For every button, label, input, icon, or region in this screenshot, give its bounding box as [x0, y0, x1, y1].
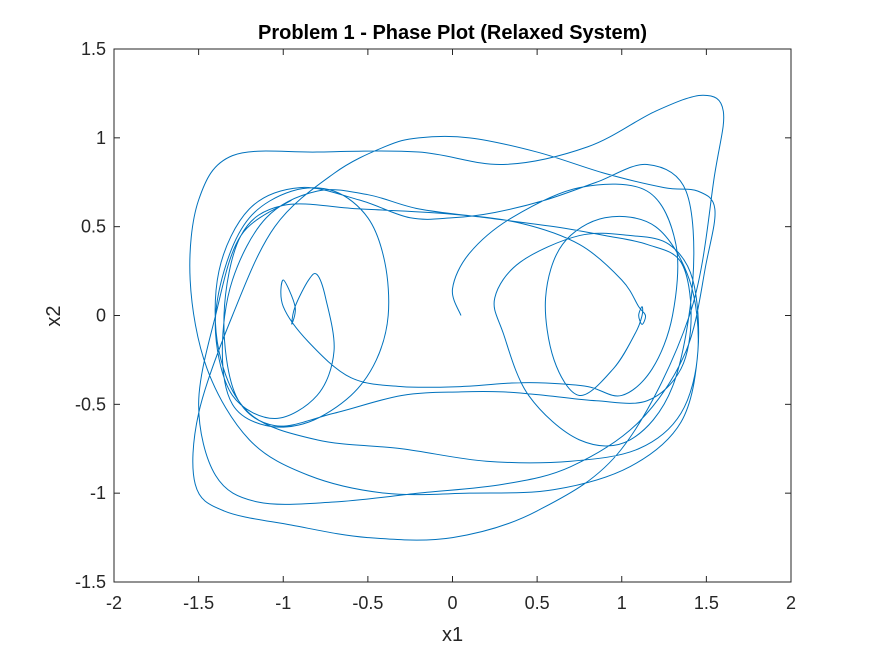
- y-tick-label: 0: [96, 306, 106, 326]
- x-tick-label: 0: [447, 593, 457, 613]
- x-tick-label: -2: [106, 593, 122, 613]
- plot-area: [114, 49, 791, 582]
- phase-trajectory-line: [189, 94, 725, 541]
- y-tick-label: -0.5: [75, 394, 106, 414]
- x-ticks: -2 -1.5 -1 -0.5 0 0.5 1 1.5 2: [106, 49, 796, 613]
- x-tick-label: 1.5: [694, 593, 719, 613]
- x-tick-label: -0.5: [352, 593, 383, 613]
- y-tick-label: 1: [96, 128, 106, 148]
- data-layer: [189, 94, 725, 541]
- y-axis-label: x2: [43, 305, 65, 326]
- y-tick-label: -1: [90, 483, 106, 503]
- x-tick-label: 0.5: [525, 593, 550, 613]
- y-tick-label: -1.5: [75, 572, 106, 592]
- y-tick-label: 0.5: [81, 217, 106, 237]
- x-tick-label: 1: [617, 593, 627, 613]
- y-tick-label: 1.5: [81, 39, 106, 59]
- x-tick-label: 2: [786, 593, 796, 613]
- x-axis-label: x1: [442, 624, 463, 646]
- x-tick-label: -1.5: [183, 593, 214, 613]
- x-tick-label: -1: [275, 593, 291, 613]
- chart-title: Problem 1 - Phase Plot (Relaxed System): [258, 22, 647, 44]
- y-ticks: -1.5 -1 -0.5 0 0.5 1 1.5: [75, 39, 791, 592]
